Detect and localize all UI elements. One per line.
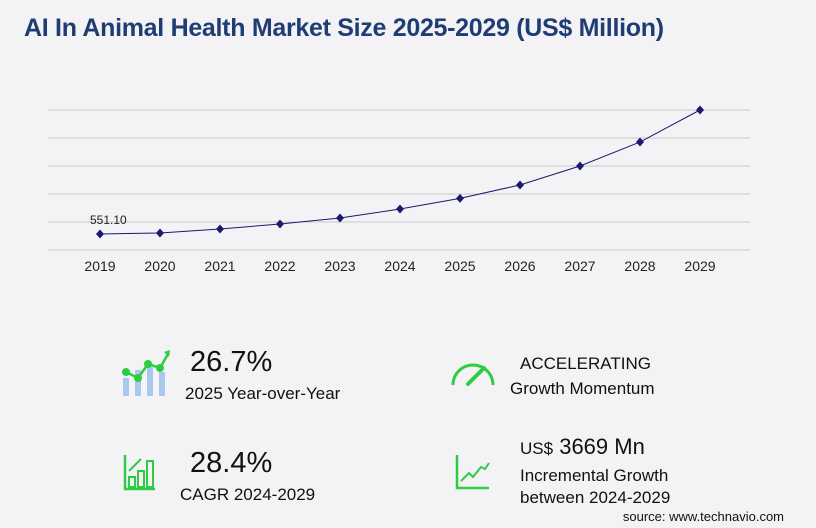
data-point — [456, 193, 464, 203]
trend-up-icon — [455, 455, 491, 496]
data-point — [396, 204, 404, 214]
data-label: 551.10 — [90, 213, 127, 227]
x-tick-label: 2029 — [684, 258, 715, 274]
data-point — [576, 161, 584, 171]
bar-chart-up-icon — [123, 455, 157, 496]
momentum-value: ACCELERATING — [520, 354, 651, 373]
bar-line-chart-icon — [118, 350, 174, 403]
x-tick-label: 2019 — [84, 258, 115, 274]
chart-title: AI In Animal Health Market Size 2025-202… — [24, 14, 664, 42]
data-point — [216, 224, 224, 234]
x-tick-label: 2028 — [624, 258, 655, 274]
x-tick-label: 2027 — [564, 258, 595, 274]
x-tick-label: 2023 — [324, 258, 355, 274]
cagr-label: CAGR 2024-2029 — [180, 485, 316, 504]
currency-prefix: US$ — [520, 439, 554, 458]
momentum-label: Growth Momentum — [510, 379, 655, 398]
incremental-value: US$ 3669 Mn — [520, 434, 645, 460]
data-point — [276, 219, 284, 229]
x-tick-label: 2020 — [144, 258, 175, 274]
yoy-label: 2025 Year-over-Year — [185, 384, 341, 403]
speedometer-icon — [450, 360, 496, 395]
x-tick-label: 2026 — [504, 258, 535, 274]
x-tick-label: 2024 — [384, 258, 415, 274]
data-point — [156, 228, 164, 238]
cagr-value: 28.4% — [190, 447, 273, 479]
yoy-value: 26.7% — [190, 346, 273, 378]
incremental-label: Incremental Growth — [520, 466, 669, 485]
data-point — [636, 137, 644, 147]
line-chart: 2019 551.10 2020 2021 2022 2023 2024 2025 2026 20… — [48, 105, 750, 274]
incremental-period: between 2024-2029 — [520, 488, 671, 507]
x-tick-label: 2025 — [444, 258, 475, 274]
source-text: source: www.technavio.com — [622, 509, 784, 524]
x-tick-label: 2021 — [204, 258, 235, 274]
series-line — [99, 109, 701, 235]
data-point — [96, 229, 104, 239]
data-point — [336, 213, 344, 223]
x-tick-label: 2022 — [264, 258, 295, 274]
data-point — [516, 180, 524, 190]
incremental-amount: 3669 Mn — [559, 434, 645, 459]
data-point — [696, 105, 704, 115]
